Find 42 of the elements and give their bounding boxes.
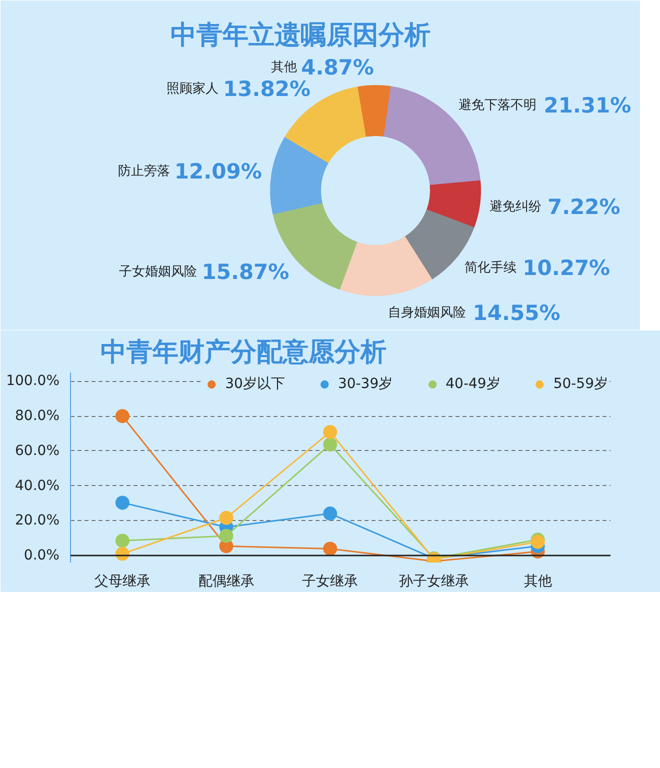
point: [323, 542, 338, 556]
x-tick-label: 父母继承: [94, 574, 150, 590]
chart-title: 中青年财产分配意愿分析: [100, 338, 386, 368]
slice-label: 子女婚姻风险: [119, 264, 198, 280]
data-label: 15.87%: [202, 260, 290, 284]
legend-label: 30岁以下: [225, 375, 285, 393]
y-tick-label: 20.0%: [15, 512, 60, 529]
data-label: 10.27%: [522, 256, 610, 280]
y-tick-label: 0.0%: [24, 548, 60, 564]
point: [219, 528, 234, 543]
point: [219, 510, 234, 525]
point: [323, 506, 338, 521]
y-tick-label: 100.0%: [6, 373, 60, 390]
x-tick-label: 其他: [524, 574, 552, 590]
chart-title: 中青年立遗嘱原因分析: [170, 20, 430, 50]
point: [115, 496, 130, 510]
slice-label: 其他: [270, 60, 297, 76]
data-label: 14.55%: [472, 300, 560, 325]
slice-label: 简化手续: [464, 260, 517, 276]
data-label: 12.09%: [174, 159, 262, 184]
data-label: 7.22%: [547, 195, 620, 220]
legend-label: 50-59岁: [553, 375, 608, 393]
legend-label: 40-49岁: [446, 375, 500, 393]
point: [115, 534, 130, 548]
slice-label: 自身婚姻风险: [388, 305, 466, 320]
data-label: 4.87%: [301, 56, 374, 80]
slice-label: 照顾家人: [166, 80, 219, 97]
point: [323, 424, 338, 439]
slice-label: 避免纠纷: [489, 200, 542, 215]
data-label: 13.82%: [223, 77, 311, 102]
y-tick-label: 40.0%: [15, 478, 60, 494]
legend-label: 30-39岁: [338, 375, 393, 393]
slice-label: 防止旁落: [118, 164, 170, 179]
x-tick-label: 配偶继承: [198, 574, 254, 590]
y-tick-label: 80.0%: [15, 408, 60, 424]
x-tick-label: 子女继承: [302, 574, 358, 590]
point: [323, 438, 338, 452]
data-label: 21.31%: [544, 94, 632, 118]
x-tick-label: 孙子女继承: [398, 574, 469, 590]
slice-label: 避免下落不明: [458, 98, 537, 114]
point: [115, 409, 130, 424]
y-tick-label: 60.0%: [15, 442, 60, 459]
